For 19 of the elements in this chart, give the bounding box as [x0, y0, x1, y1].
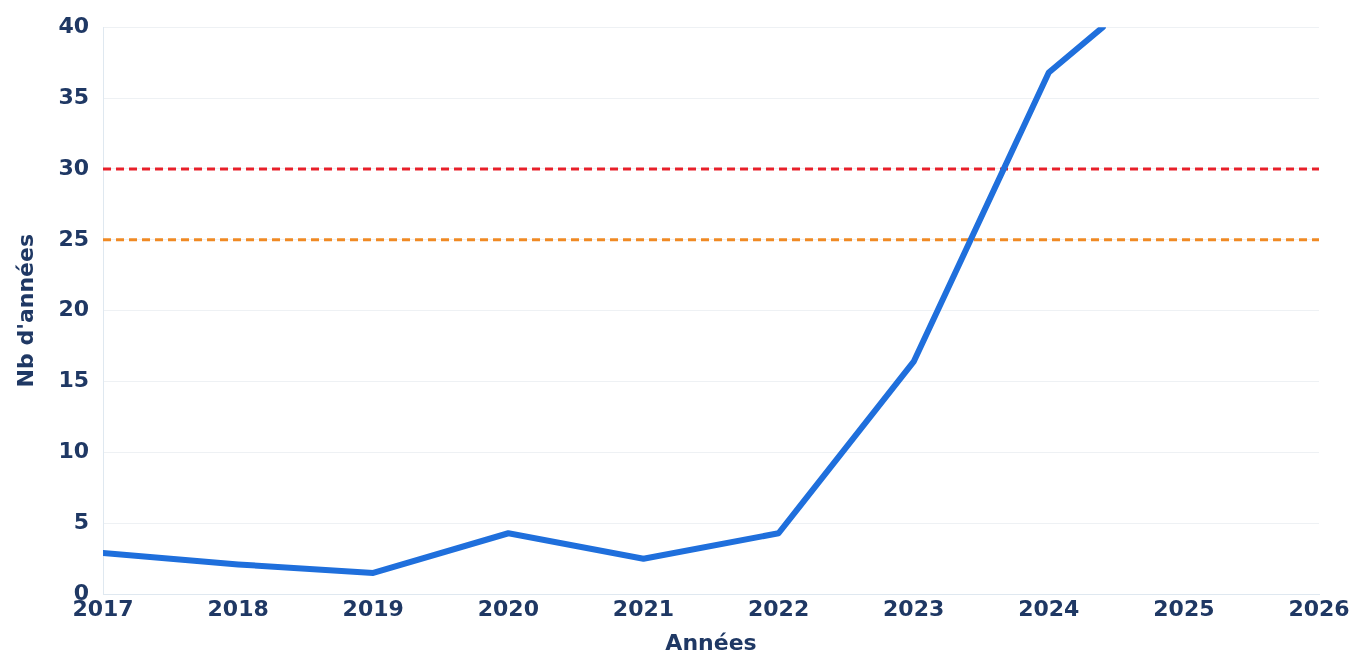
x-tick-label: 2021: [612, 596, 675, 622]
y-tick-label: 25: [58, 225, 90, 251]
y-tick-label: 15: [58, 367, 90, 393]
x-axis-title: Années: [665, 629, 757, 655]
y-tick-label: 20: [58, 296, 90, 322]
y-tick-label: 10: [58, 438, 90, 464]
x-tick-label: 2018: [207, 596, 269, 622]
x-tick-label: 2026: [1288, 596, 1350, 622]
y-axis-title: Nb d'années: [12, 233, 38, 388]
x-tick-label: 2020: [477, 596, 539, 622]
y-tick-label: 35: [58, 83, 90, 109]
x-tick-label: 2023: [883, 596, 945, 622]
y-tick-label: 40: [58, 12, 90, 38]
x-tick-label: 2024: [1018, 596, 1080, 622]
y-tick-label: 5: [73, 509, 90, 535]
x-tick-label: 2022: [747, 596, 810, 622]
x-tick-label: 2025: [1153, 596, 1215, 622]
y-tick-label: 30: [58, 154, 90, 180]
x-tick-label: 2019: [342, 596, 404, 622]
